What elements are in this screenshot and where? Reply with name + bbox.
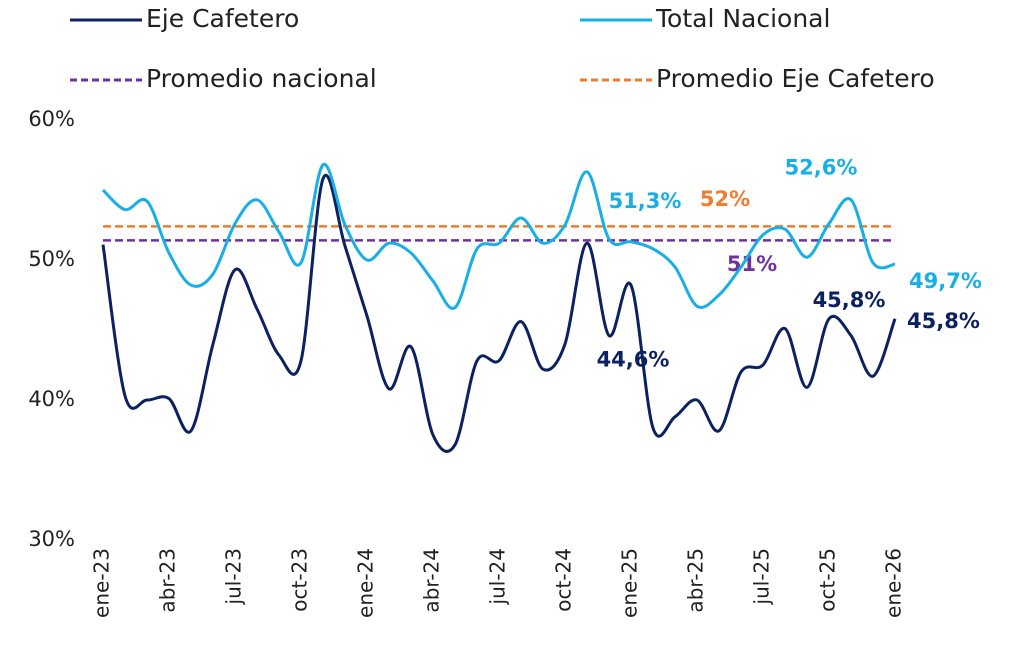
- x-tick-label: ene-25: [618, 548, 642, 618]
- x-tick-label: jul-23: [222, 548, 246, 605]
- x-tick-label: oct-25: [816, 548, 840, 612]
- x-tick-label: oct-23: [288, 548, 312, 612]
- reference-label: 52%: [700, 187, 750, 211]
- x-tick-label: jul-24: [486, 548, 510, 605]
- data-label: 44,6%: [597, 348, 670, 372]
- x-tick-label: abr-23: [156, 548, 180, 613]
- data-label: 52,6%: [785, 156, 858, 180]
- x-tick-label: ene-26: [882, 548, 906, 618]
- x-tick-label: ene-24: [354, 548, 378, 618]
- y-tick-label: 30%: [28, 527, 75, 551]
- data-label: 49,7%: [909, 269, 982, 293]
- x-tick-label: oct-24: [552, 548, 576, 612]
- x-tick-label: abr-25: [684, 548, 708, 613]
- y-tick-label: 40%: [28, 387, 75, 411]
- series-line: [101, 174, 897, 453]
- legend-label: Promedio nacional: [146, 64, 377, 93]
- x-tick-label: abr-24: [420, 548, 444, 613]
- series-line: [101, 163, 896, 310]
- x-tick-label: jul-25: [750, 548, 774, 605]
- x-tick-label: ene-23: [90, 548, 114, 618]
- reference-label: 51%: [727, 252, 777, 276]
- legend-label: Eje Cafetero: [146, 4, 299, 33]
- data-label: 51,3%: [609, 189, 682, 213]
- legend-label: Promedio Eje Cafetero: [656, 64, 935, 93]
- legend-label: Total Nacional: [655, 4, 830, 33]
- data-label: 45,8%: [813, 288, 886, 312]
- y-tick-label: 50%: [28, 247, 75, 271]
- y-tick-label: 60%: [28, 107, 75, 131]
- data-label: 45,8%: [907, 309, 980, 333]
